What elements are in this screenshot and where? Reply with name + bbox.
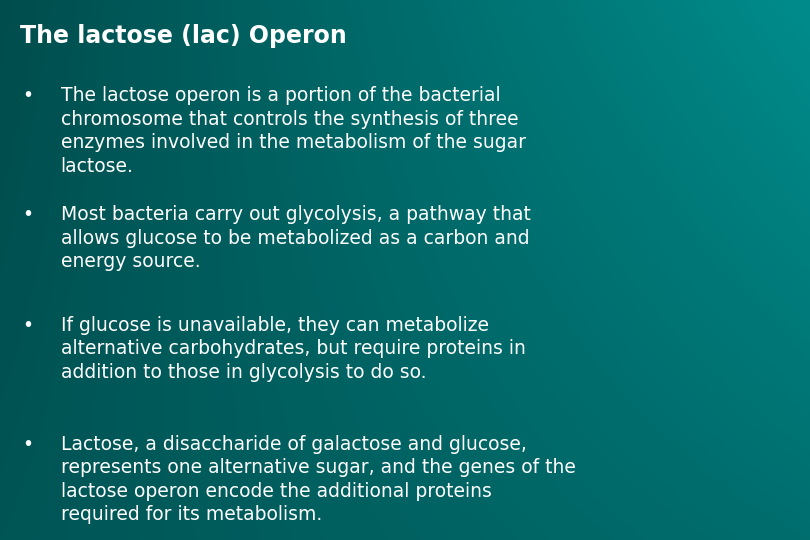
Text: •: •: [23, 435, 34, 454]
Text: Most bacteria carry out glycolysis, a pathway that
allows glucose to be metaboli: Most bacteria carry out glycolysis, a pa…: [61, 205, 531, 271]
Text: •: •: [23, 205, 34, 224]
Text: Lactose, a disaccharide of galactose and glucose,
represents one alternative sug: Lactose, a disaccharide of galactose and…: [61, 435, 576, 524]
Text: The lactose operon is a portion of the bacterial
chromosome that controls the sy: The lactose operon is a portion of the b…: [61, 86, 526, 176]
Text: The lactose (lac) Operon: The lactose (lac) Operon: [20, 24, 347, 48]
Text: •: •: [23, 316, 34, 335]
Text: •: •: [23, 86, 34, 105]
Text: If glucose is unavailable, they can metabolize
alternative carbohydrates, but re: If glucose is unavailable, they can meta…: [61, 316, 526, 382]
